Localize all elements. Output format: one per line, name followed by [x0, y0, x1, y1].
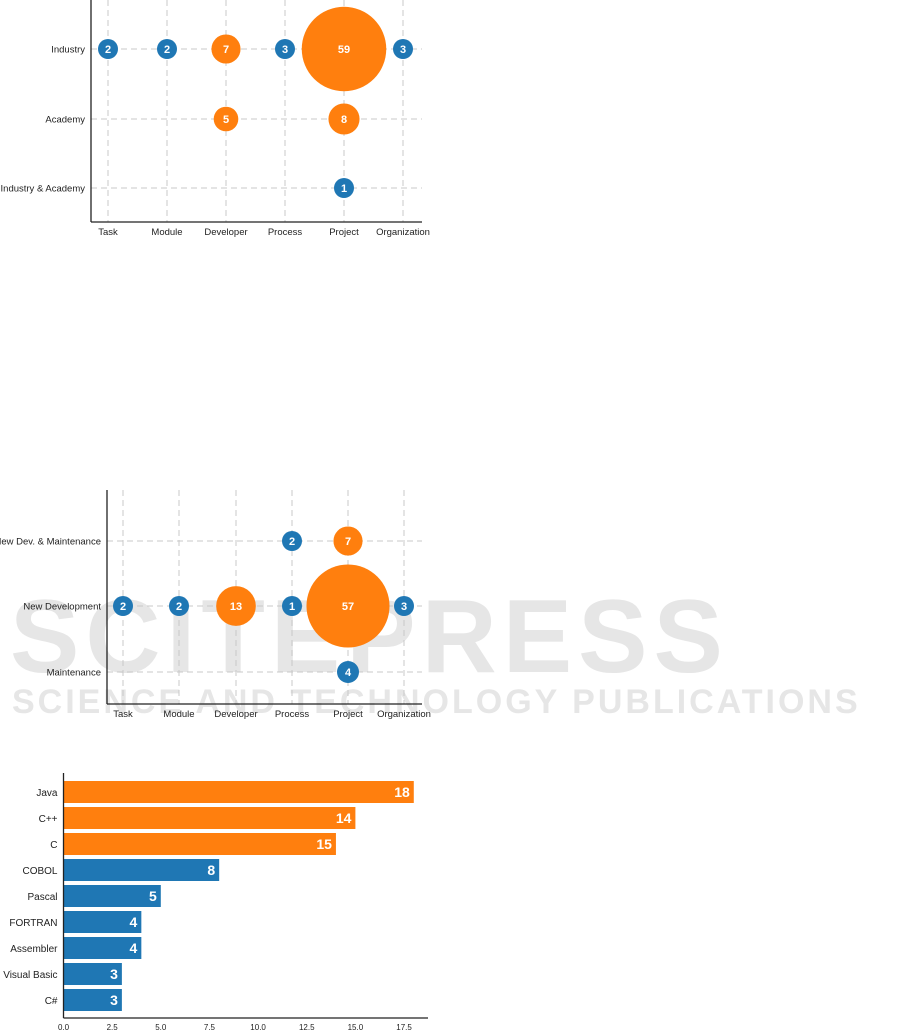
- bubble-label: 59: [338, 44, 350, 56]
- y-tick-label: Pascal: [27, 892, 57, 903]
- bar: [63, 885, 161, 907]
- bubble-label: 2: [164, 44, 170, 56]
- bubble-label: 5: [223, 114, 229, 126]
- x-tick-label: 12.5: [299, 1023, 315, 1032]
- bubble: [275, 39, 295, 59]
- x-tick-label: Organization: [377, 709, 431, 720]
- bar-value-label: 4: [130, 940, 138, 956]
- bubble: [393, 39, 413, 59]
- x-tick-label: Developer: [214, 709, 257, 720]
- bar-value-label: 14: [336, 810, 352, 826]
- bubble-label: 2: [105, 44, 111, 56]
- bubble-label: 1: [289, 601, 295, 613]
- bubble: [169, 596, 189, 616]
- bubble-label: 2: [176, 601, 182, 613]
- bar-value-label: 3: [110, 966, 118, 982]
- x-tick-label: 7.5: [204, 1023, 216, 1032]
- bar: [63, 989, 122, 1011]
- x-tick-label: Project: [329, 227, 359, 238]
- bubble: [306, 564, 390, 648]
- y-tick-label: COBOL: [22, 866, 57, 877]
- x-tick-label: Module: [151, 227, 182, 238]
- y-tick-label: C#: [45, 996, 58, 1007]
- y-tick-label: C++: [39, 814, 58, 825]
- bubble: [113, 596, 133, 616]
- x-tick-label: Developer: [204, 227, 247, 238]
- x-tick-label: Module: [163, 709, 194, 720]
- bar: [63, 781, 414, 803]
- bar-value-label: 8: [207, 862, 215, 878]
- y-tick-label: Visual Basic: [3, 970, 57, 981]
- y-tick-label: Assembler: [10, 944, 58, 955]
- x-tick-label: 2.5: [107, 1023, 119, 1032]
- bubble-label: 2: [289, 536, 295, 548]
- bubble: [157, 39, 177, 59]
- bar-value-label: 15: [316, 836, 332, 852]
- bubble: [216, 586, 256, 626]
- x-tick-label: Project: [333, 709, 363, 720]
- x-tick-label: 5.0: [155, 1023, 167, 1032]
- y-tick-label: New Development: [23, 602, 101, 613]
- bubble-label: 3: [400, 44, 406, 56]
- bubble-label: 13: [230, 601, 242, 613]
- x-tick-label: Task: [113, 709, 133, 720]
- x-tick-label: Task: [98, 227, 118, 238]
- bar-value-label: 4: [130, 914, 138, 930]
- bar: [63, 963, 122, 985]
- bar-value-label: 3: [110, 992, 118, 1008]
- bar-value-label: 18: [394, 784, 410, 800]
- x-tick-label: 17.5: [396, 1023, 412, 1032]
- bubble-label: 7: [223, 44, 229, 56]
- bar: [63, 859, 220, 881]
- bubble-label: 2: [120, 601, 126, 613]
- bubble: [282, 596, 302, 616]
- y-tick-label: Industry & Academy: [1, 184, 86, 195]
- bubble-label: 57: [342, 601, 354, 613]
- x-tick-label: Organization: [376, 227, 430, 238]
- y-tick-label: Maintenance: [47, 668, 101, 679]
- bubble: [301, 6, 387, 92]
- bar-value-label: 5: [149, 888, 157, 904]
- bubble: [211, 34, 241, 64]
- y-tick-label: Academy: [45, 115, 85, 126]
- bar: [63, 937, 142, 959]
- y-tick-label: New Dev. & Maintenance: [0, 537, 101, 548]
- bar: [63, 807, 356, 829]
- bubble-label: 4: [345, 667, 352, 679]
- bar: [63, 833, 336, 855]
- bubble: [282, 531, 302, 551]
- bubble: [333, 526, 363, 556]
- bubble-label: 8: [341, 114, 347, 126]
- bubble: [98, 39, 118, 59]
- bubble: [328, 103, 360, 135]
- y-tick-label: Industry: [51, 45, 85, 56]
- watermark-subtitle: SCIENCE AND TECHNOLOGY PUBLICATIONS: [12, 683, 861, 721]
- bubble-label: 7: [345, 536, 351, 548]
- y-tick-label: FORTRAN: [9, 918, 57, 929]
- bubble-label: 3: [401, 601, 407, 613]
- y-tick-label: Java: [36, 788, 58, 799]
- x-tick-label: Process: [268, 227, 303, 238]
- bubble: [334, 178, 354, 198]
- bubble: [213, 106, 239, 132]
- x-tick-label: 10.0: [250, 1023, 266, 1032]
- y-tick-label: C: [50, 840, 57, 851]
- x-tick-label: 0.0: [58, 1023, 70, 1032]
- x-tick-label: Process: [275, 709, 310, 720]
- bubble: [394, 596, 414, 616]
- bubble-label: 3: [282, 44, 288, 56]
- x-tick-label: 15.0: [348, 1023, 364, 1032]
- bubble-label: 1: [341, 183, 347, 195]
- bubble: [337, 661, 359, 683]
- bar: [63, 911, 142, 933]
